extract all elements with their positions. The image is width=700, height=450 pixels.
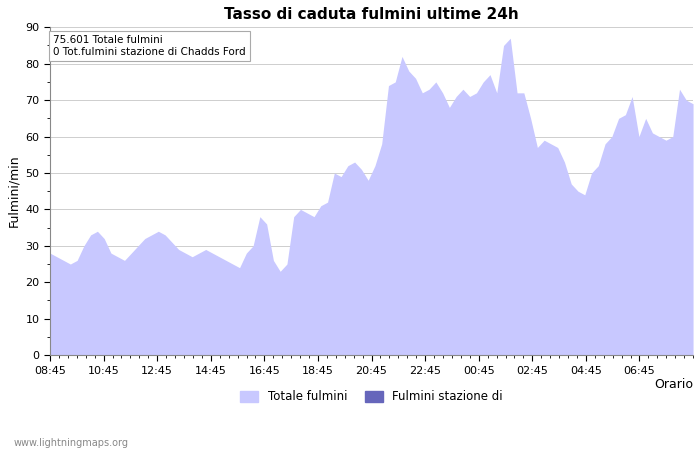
Title: Tasso di caduta fulmini ultime 24h: Tasso di caduta fulmini ultime 24h — [224, 7, 519, 22]
Y-axis label: Fulmini/min: Fulmini/min — [7, 155, 20, 228]
Text: 75.601 Totale fulmini
0 Tot.fulmini stazione di Chadds Ford: 75.601 Totale fulmini 0 Tot.fulmini staz… — [53, 36, 246, 57]
Text: www.lightningmaps.org: www.lightningmaps.org — [14, 438, 129, 448]
X-axis label: Orario: Orario — [654, 378, 693, 391]
Legend: Totale fulmini, Fulmini stazione di: Totale fulmini, Fulmini stazione di — [236, 386, 508, 408]
